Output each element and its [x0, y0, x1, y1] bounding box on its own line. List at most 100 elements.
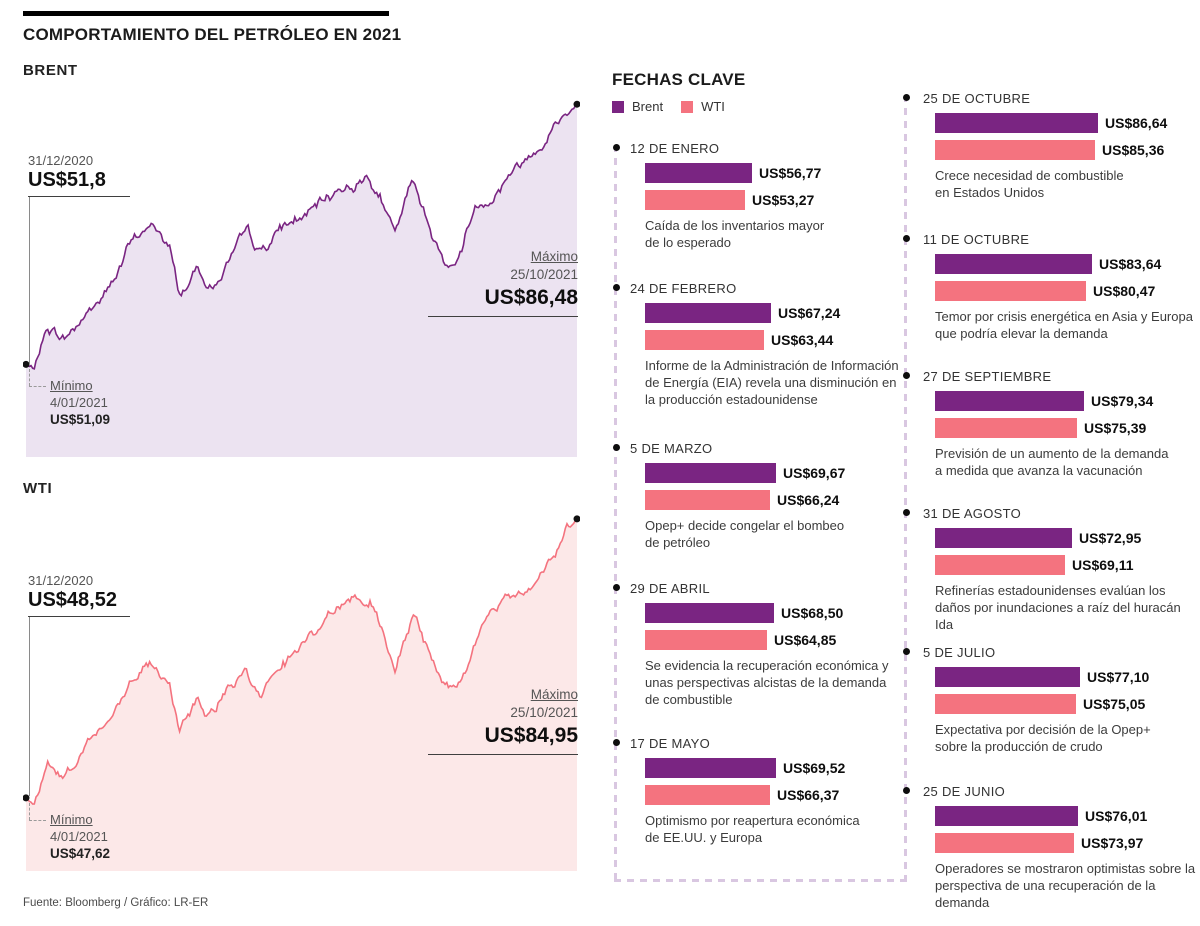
brent-start-date: 31/12/2020 [28, 153, 94, 168]
brent-bar [935, 113, 1098, 133]
brent-bar-value: US$56,77 [759, 165, 822, 181]
brent-chart: 31/12/2020 US$51,8 Mínimo 4/01/2021 US$5… [23, 85, 580, 457]
wti-bar-value: US$63,44 [771, 332, 834, 348]
event-25-octubre: 25 DE OCTUBRE US$86,64 US$85,36 Crece ne… [902, 91, 1200, 201]
wti-max-annotation: Máximo 25/10/2021 US$84,95 [428, 686, 578, 756]
brent-bar-value: US$67,24 [778, 305, 841, 321]
wti-bar [935, 694, 1076, 714]
brent-bar [935, 254, 1092, 274]
event-25-junio: 25 DE JUNIO US$76,01 US$73,97 Operadores… [902, 784, 1200, 911]
event-29-abril: 29 DE ABRIL US$68,50 US$64,85 Se evidenc… [612, 581, 912, 708]
timeline-bottom-line [614, 879, 908, 882]
wti-bar-value: US$80,47 [1093, 283, 1156, 299]
wti-bar-value: US$75,39 [1084, 420, 1147, 436]
wti-bar [935, 555, 1065, 575]
event-31-agosto: 31 DE AGOSTO US$72,95 US$69,11 Refinería… [902, 506, 1200, 633]
timeline-dot [903, 509, 910, 516]
brent-start-annotation: 31/12/2020 US$51,8 [28, 153, 130, 197]
wti-start-date: 31/12/2020 [28, 573, 94, 588]
wti-min-connector-h [29, 820, 46, 821]
brent-min-date: 4/01/2021 [50, 394, 108, 410]
event-date: 12 DE ENERO [630, 141, 720, 156]
brent-bar [645, 758, 776, 778]
brent-bar-value: US$68,50 [781, 605, 844, 621]
event-description: Previsión de un aumento de la demanda a … [935, 446, 1169, 479]
timeline-dot [613, 584, 620, 591]
event-date: 11 DE OCTUBRE [923, 232, 1030, 247]
wti-start-annotation: 31/12/2020 US$48,52 [28, 573, 130, 617]
brent-min-connector-h [29, 386, 46, 387]
event-date: 31 DE AGOSTO [923, 506, 1022, 521]
source-credit: Fuente: Bloomberg / Gráfico: LR-ER [23, 897, 209, 909]
event-5-marzo: 5 DE MARZO US$69,67 US$66,24 Opep+ decid… [612, 441, 912, 551]
event-description: Temor por crisis energética en Asia y Eu… [935, 309, 1193, 342]
brent-max-title: Máximo [530, 249, 578, 264]
event-date: 25 DE JUNIO [923, 784, 1006, 799]
page-title: COMPORTAMIENTO DEL PETRÓLEO EN 2021 [23, 25, 402, 44]
wti-bar-value: US$75,05 [1083, 696, 1146, 712]
brent-max-value: US$86,48 [484, 286, 578, 310]
brent-bar [935, 806, 1078, 826]
event-description: Opep+ decide congelar el bombeo de petró… [645, 518, 845, 551]
wti-bar [645, 785, 770, 805]
wti-bar-value: US$69,11 [1072, 557, 1134, 573]
brent-min-value: US$51,09 [50, 412, 111, 428]
wti-bar [935, 833, 1074, 853]
brent-bar-value: US$83,64 [1099, 256, 1162, 272]
wti-bar [935, 140, 1095, 160]
brent-bar-value: US$86,64 [1105, 115, 1168, 131]
wti-bar [935, 281, 1086, 301]
brent-max-date: 25/10/2021 [510, 266, 578, 282]
wti-area-chart [23, 515, 580, 871]
wti-chart-label: WTI [23, 480, 53, 497]
timeline-dot [613, 444, 620, 451]
brent-legend-label: Brent [632, 99, 664, 114]
legend: Brent WTI [612, 99, 735, 114]
wti-max-value: US$84,95 [484, 724, 578, 748]
timeline-dot [613, 739, 620, 746]
event-date: 5 DE JULIO [923, 645, 996, 660]
brent-bar [645, 603, 774, 623]
title-rule [23, 11, 389, 16]
brent-bar-value: US$79,34 [1091, 393, 1154, 409]
timeline-dot [903, 235, 910, 242]
event-12-enero: 12 DE ENERO US$56,77 US$53,27 Caída de l… [612, 141, 912, 251]
wti-min-annotation: Mínimo 4/01/2021 US$47,62 [50, 812, 110, 863]
brent-bar-value: US$69,52 [783, 760, 846, 776]
wti-bar-value: US$53,27 [752, 192, 815, 208]
event-description: Operadores se mostraron optimistas sobre… [935, 861, 1196, 911]
wti-chart: 31/12/2020 US$48,52 Mínimo 4/01/2021 US$… [23, 503, 580, 871]
event-date: 5 DE MARZO [630, 441, 713, 456]
brent-chart-label: BRENT [23, 62, 78, 79]
wti-bar-value: US$85,36 [1102, 142, 1165, 158]
wti-bar-value: US$66,37 [777, 787, 840, 803]
brent-bar-value: US$72,95 [1079, 530, 1142, 546]
wti-bar-value: US$64,85 [774, 632, 837, 648]
timeline-dot [903, 94, 910, 101]
timeline-dot [903, 648, 910, 655]
event-description: Se evidencia la recuperación económica y… [645, 658, 889, 708]
timeline-dot [903, 787, 910, 794]
brent-area-chart [23, 100, 580, 457]
wti-bar-value: US$73,97 [1081, 835, 1144, 851]
brent-bar-value: US$76,01 [1085, 808, 1148, 824]
event-17-mayo: 17 DE MAYO US$69,52 US$66,37 Optimismo p… [612, 736, 912, 846]
brent-bar-value: US$77,10 [1087, 669, 1150, 685]
brent-bar [645, 463, 776, 483]
wti-bar [645, 190, 745, 210]
wti-max-title: Máximo [530, 687, 578, 702]
brent-bar-value: US$69,67 [783, 465, 846, 481]
wti-min-connector-v [29, 803, 30, 820]
brent-bar [935, 667, 1080, 687]
event-date: 29 DE ABRIL [630, 581, 710, 596]
event-description: Refinerías estadounidenses evalúan los d… [935, 583, 1181, 633]
brent-start-pointer-line [29, 197, 30, 364]
event-date: 17 DE MAYO [630, 736, 711, 751]
brent-bar [645, 163, 752, 183]
brent-start-value: US$51,8 [28, 169, 106, 191]
wti-bar-value: US$66,24 [777, 492, 840, 508]
event-24-febrero: 24 DE FEBRERO US$67,24 US$63,44 Informe … [612, 281, 912, 408]
timeline-middle-line [614, 145, 617, 882]
event-5-julio: 5 DE JULIO US$77,10 US$75,05 Expectativa… [902, 645, 1200, 755]
